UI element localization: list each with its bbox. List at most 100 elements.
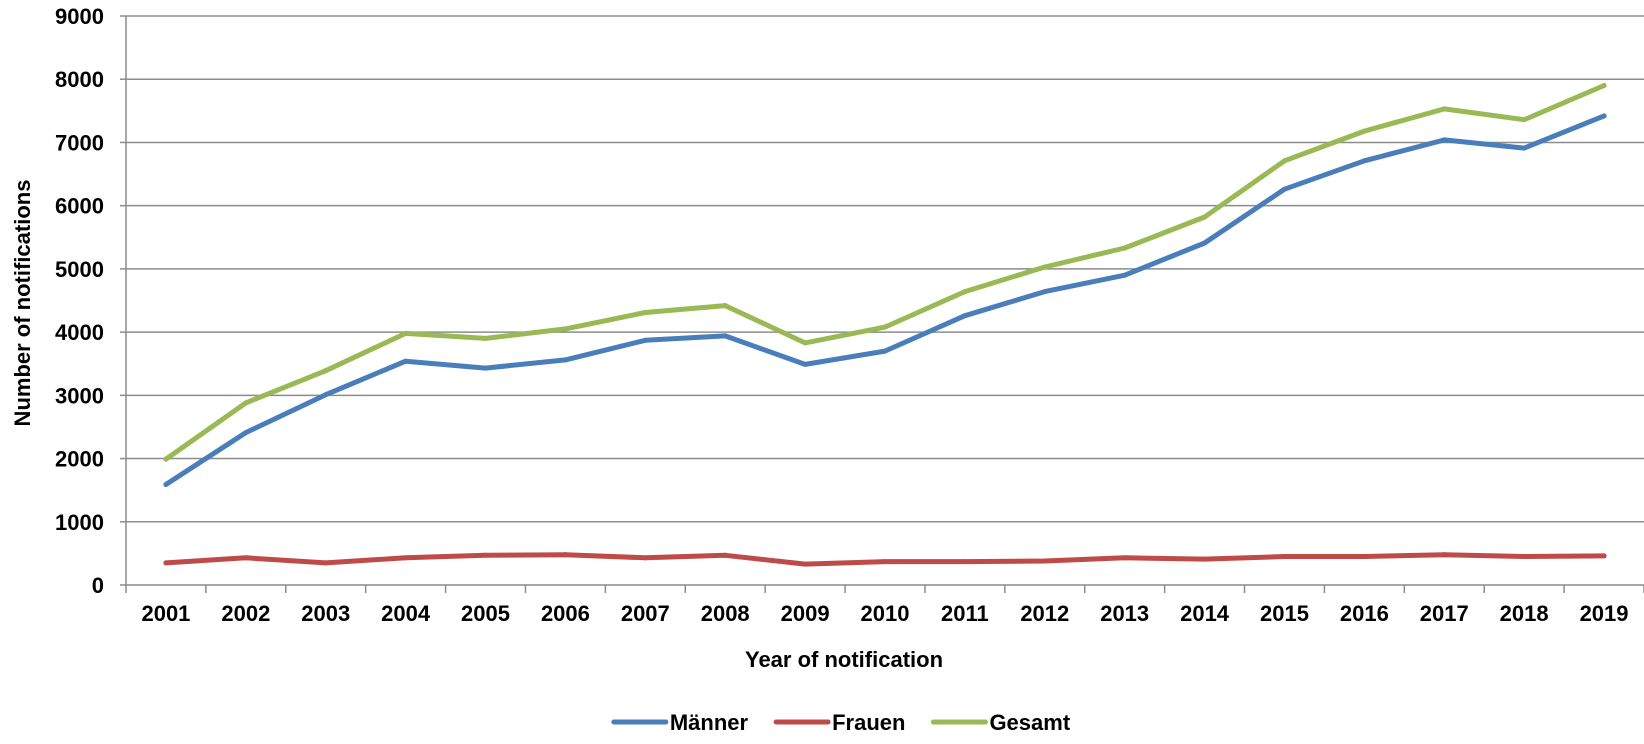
y-axis-title: Number of notifications	[10, 180, 35, 427]
data-point	[323, 368, 329, 374]
data-point	[562, 552, 568, 558]
x-tick-label: 2017	[1420, 601, 1469, 626]
data-point	[882, 348, 888, 354]
gridlines	[126, 15, 1644, 523]
data-point	[1361, 554, 1367, 560]
y-tick-label: 9000	[55, 4, 104, 29]
y-tick-label: 7000	[55, 130, 104, 155]
x-tick-label: 2015	[1260, 601, 1309, 626]
data-point	[243, 555, 249, 561]
y-tick-label: 8000	[55, 67, 104, 92]
data-point	[1202, 240, 1208, 246]
x-tick-label: 2019	[1580, 601, 1629, 626]
data-point	[483, 365, 489, 371]
data-point	[642, 310, 648, 316]
x-tick-label: 2002	[221, 601, 270, 626]
data-point	[1521, 554, 1527, 560]
data-point	[1202, 556, 1208, 562]
y-tick-label: 3000	[55, 383, 104, 408]
data-point	[1521, 145, 1527, 151]
legend-label: Gesamt	[989, 710, 1070, 735]
data-point	[1601, 553, 1607, 559]
data-point	[1281, 186, 1287, 192]
data-point	[642, 555, 648, 561]
data-point	[802, 361, 808, 367]
x-tick-label: 2006	[541, 601, 590, 626]
data-point	[163, 560, 169, 566]
data-point	[1202, 214, 1208, 220]
data-point	[1281, 554, 1287, 560]
data-point	[323, 392, 329, 398]
data-point	[562, 357, 568, 363]
y-tick-label: 1000	[55, 510, 104, 535]
data-point	[962, 313, 968, 319]
x-tick-label: 2001	[141, 601, 190, 626]
data-point	[1042, 264, 1048, 270]
data-point	[163, 481, 169, 487]
x-tick-label: 2011	[941, 601, 989, 626]
data-point	[483, 335, 489, 341]
axes	[120, 15, 1644, 593]
x-tick-label: 2007	[621, 601, 670, 626]
series-manner	[163, 113, 1607, 487]
x-axis-title: Year of notification	[745, 647, 943, 672]
series-gesamt	[163, 83, 1607, 462]
data-point	[722, 333, 728, 339]
legend-label: Männer	[670, 710, 749, 735]
data-point	[802, 561, 808, 567]
data-point	[1361, 128, 1367, 134]
y-tick-label: 0	[92, 573, 104, 598]
tick-labels: 0 1000 2000 3000 4000 5000 6000 7000 8000 9000 200…	[55, 4, 1628, 626]
legend-label: Frauen	[832, 710, 905, 735]
data-point	[243, 430, 249, 436]
x-tick-label: 2010	[861, 601, 910, 626]
data-point	[562, 326, 568, 332]
data-point	[1122, 555, 1128, 561]
x-tick-label: 2008	[701, 601, 750, 626]
data-point	[1601, 113, 1607, 119]
x-tick-label: 2005	[461, 601, 510, 626]
y-tick-label: 2000	[55, 447, 104, 472]
data-point	[1441, 137, 1447, 143]
legend-item: Frauen	[773, 710, 905, 735]
data-point	[483, 552, 489, 558]
data-point	[962, 559, 968, 565]
data-point	[1122, 272, 1128, 278]
data-point	[722, 552, 728, 558]
data-point	[962, 289, 968, 295]
x-tick-label: 2012	[1020, 601, 1069, 626]
data-point	[1441, 552, 1447, 558]
y-tick-label: 4000	[55, 320, 104, 345]
series-line	[163, 113, 1607, 487]
data-point	[1122, 245, 1128, 251]
data-point	[403, 358, 409, 364]
data-point	[243, 400, 249, 406]
x-tick-label: 2018	[1500, 601, 1549, 626]
data-point	[1601, 83, 1607, 89]
y-tick-label: 5000	[55, 257, 104, 282]
legend: Männer Frauen Gesamt	[611, 710, 1071, 735]
data-point	[1521, 117, 1527, 123]
y-tick-label: 6000	[55, 194, 104, 219]
x-tick-label: 2003	[301, 601, 350, 626]
data-point	[642, 337, 648, 343]
x-tick-label: 2013	[1100, 601, 1149, 626]
data-point	[323, 560, 329, 566]
x-tick-label: 2009	[781, 601, 830, 626]
series-frauen	[163, 552, 1607, 567]
series-line	[163, 83, 1607, 462]
data-point	[403, 330, 409, 336]
data-point	[882, 559, 888, 565]
data-point	[1361, 158, 1367, 164]
data-point	[802, 340, 808, 346]
x-tick-label: 2004	[381, 601, 431, 626]
data-point	[163, 456, 169, 462]
data-point	[1441, 106, 1447, 112]
data-point	[722, 303, 728, 309]
data-point	[882, 324, 888, 330]
series-lines	[163, 83, 1607, 567]
x-tick-label: 2016	[1340, 601, 1389, 626]
data-point	[1042, 289, 1048, 295]
